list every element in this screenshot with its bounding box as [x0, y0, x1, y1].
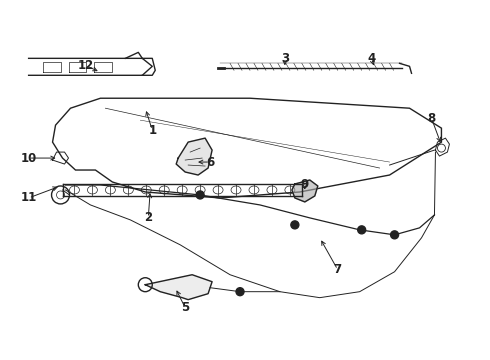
Text: 3: 3 [281, 52, 289, 65]
Text: 7: 7 [334, 263, 342, 276]
Polygon shape [292, 180, 318, 202]
Text: 8: 8 [427, 112, 436, 125]
Polygon shape [145, 275, 212, 300]
Circle shape [196, 191, 204, 199]
Text: 4: 4 [368, 52, 376, 65]
Text: 1: 1 [148, 123, 156, 137]
Circle shape [358, 226, 366, 234]
Text: 5: 5 [181, 301, 189, 314]
Text: 9: 9 [301, 179, 309, 192]
Circle shape [291, 221, 299, 229]
Text: 6: 6 [206, 156, 214, 168]
Circle shape [391, 231, 398, 239]
Text: 2: 2 [144, 211, 152, 224]
Polygon shape [176, 138, 212, 175]
Text: 10: 10 [21, 152, 37, 165]
Circle shape [236, 288, 244, 296]
Text: 12: 12 [77, 59, 94, 72]
Text: 11: 11 [21, 192, 37, 204]
